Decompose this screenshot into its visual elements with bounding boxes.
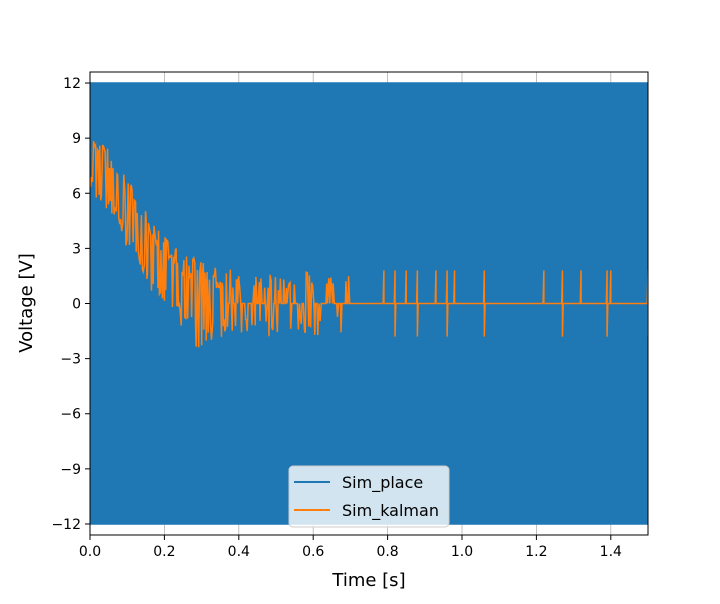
y-tick-label: −3 <box>60 352 81 368</box>
x-tick-label: 0.8 <box>376 544 398 560</box>
x-tick-label: 0.6 <box>302 544 324 560</box>
legend: Sim_place Sim_kalman <box>288 465 450 528</box>
x-tick-label: 1.2 <box>525 544 547 560</box>
y-tick-label: −6 <box>60 407 81 423</box>
ticks: 0.0 0.2 0.4 0.6 0.8 1.0 1.2 1.4 12 9 6 3 0 −3 −6 −9 −12 <box>51 76 622 560</box>
x-tick-label: 0.2 <box>153 544 175 560</box>
y-tick-label: 0 <box>72 297 81 313</box>
x-axis-label: Time [s] <box>331 570 405 591</box>
y-tick-label: 12 <box>63 76 81 92</box>
y-axis-label: Voltage [V] <box>16 253 37 353</box>
x-tick-label: 0.0 <box>79 544 101 560</box>
x-tick-label: 0.4 <box>228 544 250 560</box>
y-tick-label: 9 <box>72 131 81 147</box>
y-tick-label: 3 <box>72 241 81 257</box>
y-tick-label: −12 <box>51 517 81 533</box>
x-tick-label: 1.4 <box>600 544 622 560</box>
legend-label-sim-kalman: Sim_kalman <box>342 501 439 521</box>
y-tick-label: −9 <box>60 462 81 478</box>
series-line-sim-kalman <box>90 140 648 348</box>
x-tick-label: 1.0 <box>451 544 473 560</box>
legend-label-sim-place: Sim_place <box>342 473 423 493</box>
y-tick-label: 6 <box>72 186 81 202</box>
